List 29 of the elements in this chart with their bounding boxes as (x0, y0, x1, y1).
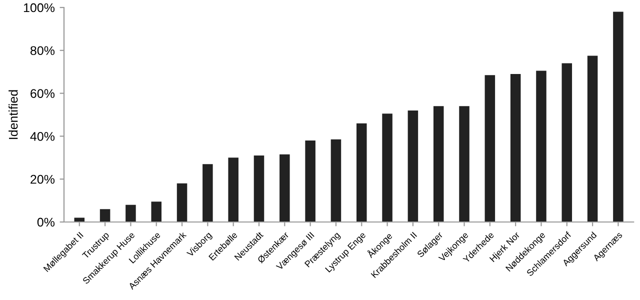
y-tick-label: 100% (24, 3, 55, 12)
bar (100, 209, 110, 222)
bar (562, 63, 572, 222)
bar (459, 106, 470, 222)
bar (254, 156, 264, 222)
y-axis-title: Identified (8, 90, 18, 139)
bar (228, 158, 238, 222)
bar (382, 114, 392, 222)
y-tick-label: 60% (30, 89, 55, 98)
bar (176, 183, 188, 222)
y-tick-label: 40% (30, 132, 55, 141)
bar (536, 70, 546, 222)
bar (356, 123, 367, 222)
bar (433, 106, 444, 222)
bar (408, 110, 418, 222)
y-tick-label: 80% (30, 46, 55, 56)
bar (74, 218, 85, 222)
y-tick-label: 0% (37, 218, 55, 227)
y-tick-label: 20% (30, 174, 55, 184)
bar (126, 204, 136, 222)
bar (484, 75, 496, 222)
bar (587, 56, 598, 222)
bar (305, 140, 316, 222)
bar (280, 154, 290, 222)
bar (510, 74, 521, 222)
bar (151, 202, 162, 222)
bar (202, 164, 213, 222)
bar (330, 139, 342, 222)
bar (613, 12, 624, 222)
